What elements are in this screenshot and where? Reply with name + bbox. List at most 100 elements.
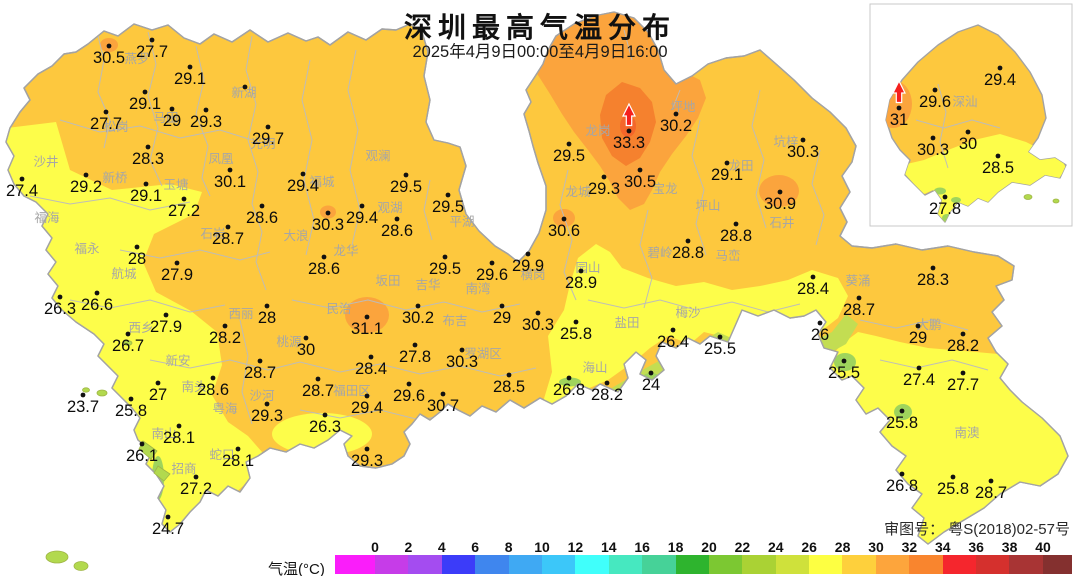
station-value: 29.3 — [251, 407, 283, 425]
station-dot — [259, 203, 265, 209]
station-dot — [573, 319, 579, 325]
station-value: 26.8 — [886, 477, 918, 495]
legend-segment — [475, 555, 509, 574]
district-label: 马峦 — [715, 248, 740, 263]
station-dot — [300, 171, 306, 177]
station: 30 — [959, 129, 977, 153]
station: 31 — [890, 79, 908, 129]
legend-tick: 2 — [404, 539, 413, 555]
station-value: 28 — [128, 250, 146, 268]
district-label: 南湾 — [465, 281, 490, 296]
station: 29 — [909, 323, 927, 347]
legend-segment — [375, 555, 409, 574]
station-dot — [163, 312, 169, 318]
legend-tick: 8 — [504, 539, 513, 555]
station-value: 28.1 — [163, 429, 195, 447]
station-value: 29.1 — [130, 187, 162, 205]
district-label: 福海 — [34, 210, 60, 225]
station: 28.8 — [720, 221, 752, 245]
station-value: 27.2 — [180, 480, 212, 498]
station-dot — [412, 342, 418, 348]
station-dot — [264, 401, 270, 407]
station: 28.7 — [975, 478, 1007, 502]
station-dot — [777, 189, 783, 195]
station-dot — [415, 303, 421, 309]
district-label: 福永 — [74, 241, 100, 256]
district-label: 马田 — [153, 111, 178, 125]
station-dot — [930, 265, 936, 271]
station-dot — [103, 109, 109, 115]
district-label: 宝龙 — [652, 182, 677, 196]
station: 27.2 — [180, 474, 212, 498]
station-value: 28.9 — [565, 274, 597, 292]
station: 29.6 — [919, 87, 951, 111]
station: 29.1 — [174, 64, 206, 88]
station: 29.1 — [130, 181, 162, 205]
legend-tick: 4 — [437, 539, 446, 555]
station: 25.5 — [828, 358, 860, 382]
station: 26.7 — [112, 331, 144, 355]
station-dot — [626, 128, 632, 134]
station-value: 30.2 — [660, 117, 692, 135]
station-value: 28.6 — [381, 222, 413, 240]
legend-segment — [809, 555, 843, 574]
district-label: 光明 — [250, 137, 275, 151]
district-label: 新桥 — [102, 170, 128, 185]
legend-segment — [909, 555, 943, 574]
station: 27.7 — [136, 37, 168, 61]
station-value: 28.5 — [493, 378, 525, 396]
station: 29.1 — [129, 89, 161, 113]
station-value: 30.2 — [402, 309, 434, 327]
station: 28.6 — [197, 375, 229, 399]
station: 29.3 — [351, 446, 383, 470]
station: 28.5 — [982, 153, 1014, 177]
district-label: 航城 — [111, 266, 137, 281]
station: 28.3 — [132, 144, 164, 168]
station-dot — [960, 370, 966, 376]
station-dot — [995, 153, 1001, 159]
legend-tick: 38 — [1001, 539, 1018, 555]
record-up-arrow — [622, 102, 636, 127]
station-dot — [960, 331, 966, 337]
legend-segment — [976, 555, 1010, 574]
station-value: 31 — [890, 111, 908, 129]
station-value: 30.3 — [522, 316, 554, 334]
district-label: 横岗 — [520, 268, 545, 282]
legend-label: 气温(°C) — [268, 561, 325, 576]
legend-tick: 32 — [901, 539, 918, 555]
legend-tick: 12 — [567, 539, 584, 555]
station-value: 30 — [959, 135, 977, 153]
station-dot — [394, 216, 400, 222]
page-subtitle: 2025年4月9日00:00至4月9日16:00 — [412, 43, 668, 61]
station: 29.9 — [512, 251, 544, 275]
station-dot — [965, 129, 971, 135]
station-value: 29.2 — [70, 178, 102, 196]
station: 29 — [493, 303, 511, 327]
station: 27.4 — [903, 365, 935, 389]
legend-tick: 22 — [734, 539, 751, 555]
station-dot — [810, 274, 816, 280]
station: 28.6 — [381, 216, 413, 240]
station: 29.6 — [393, 381, 425, 405]
station-value: 30.5 — [624, 173, 656, 191]
legend-segment — [775, 555, 810, 574]
station: 27.9 — [150, 312, 182, 336]
legend-segment — [675, 555, 709, 574]
legend-tick: 40 — [1035, 539, 1051, 555]
station-value: 25.8 — [886, 414, 918, 432]
station-value: 23.7 — [67, 398, 99, 416]
station-dot — [145, 144, 151, 150]
station-dot — [724, 160, 730, 166]
station: 29.4 — [287, 171, 319, 195]
station-dot — [506, 372, 512, 378]
station: 28 — [258, 303, 276, 327]
station-dot — [856, 295, 862, 301]
station-value: 29.4 — [351, 399, 383, 417]
station-value: 28.8 — [672, 244, 704, 262]
station-dot — [134, 244, 140, 250]
district-label: 桃源 — [276, 334, 302, 349]
station: 29.5 — [390, 172, 422, 196]
station-dot — [566, 375, 572, 381]
